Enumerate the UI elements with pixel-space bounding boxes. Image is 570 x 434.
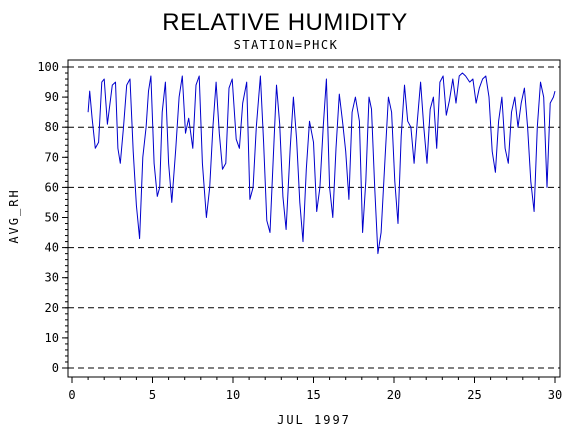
y-tick-label-0: 0 bbox=[52, 361, 59, 375]
x-axis-label: JUL 1997 bbox=[277, 413, 351, 427]
y-tick-label-30: 30 bbox=[45, 271, 59, 285]
y-tick-label-100: 100 bbox=[37, 60, 59, 74]
x-tick-label-5: 5 bbox=[149, 388, 156, 402]
y-axis-label: AVG_RH bbox=[7, 188, 21, 243]
y-tick-label-50: 50 bbox=[45, 211, 59, 225]
y-tick-label-40: 40 bbox=[45, 241, 59, 255]
y-tick-label-70: 70 bbox=[45, 150, 59, 164]
y-tick-label-60: 60 bbox=[45, 180, 59, 194]
series-line-0 bbox=[87, 72, 556, 255]
x-tick-label-25: 25 bbox=[467, 388, 481, 402]
y-tick-label-10: 10 bbox=[45, 331, 59, 345]
x-tick-label-0: 0 bbox=[68, 388, 75, 402]
plot-area: 0 10 20 30 40 50 60 70 80 90 100 0 5 10 15 20 25 30 bbox=[37, 59, 562, 402]
x-tick-label-10: 10 bbox=[226, 388, 240, 402]
y-tick-label-20: 20 bbox=[45, 301, 59, 315]
chart-title: RELATIVE HUMIDITY bbox=[162, 9, 407, 36]
chart-subtitle: STATION=PHCK bbox=[234, 38, 339, 52]
x-tick-label-20: 20 bbox=[387, 388, 401, 402]
x-tick-label-15: 15 bbox=[306, 388, 320, 402]
y-tick-label-80: 80 bbox=[45, 120, 59, 134]
y-tick-label-90: 90 bbox=[45, 90, 59, 104]
x-tick-label-30: 30 bbox=[548, 388, 562, 402]
